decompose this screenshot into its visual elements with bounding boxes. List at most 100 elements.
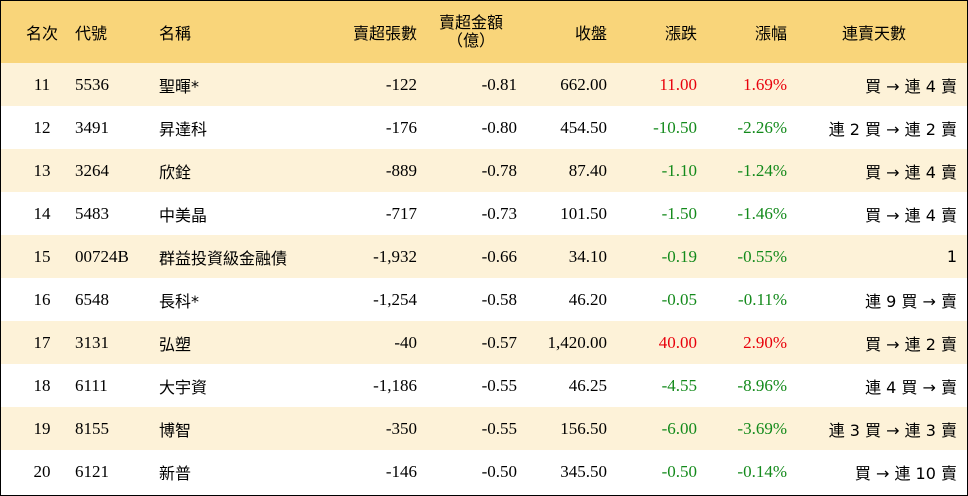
rank-cell: 18 [33, 375, 51, 395]
streak-cell: 買 → 連 4 賣 [865, 162, 957, 182]
change-pct-cell: -1.24% [737, 160, 787, 180]
change-cell: 40.00 [658, 332, 697, 352]
code-cell: 3131 [75, 332, 109, 352]
change-pct-cell: 1.69% [743, 74, 787, 94]
volume-cell: -1,186 [373, 375, 417, 395]
close-cell: 46.25 [568, 375, 607, 395]
name-cell: 長科* [159, 291, 200, 311]
change-cell: -0.50 [661, 461, 697, 481]
change-cell: -1.10 [661, 160, 697, 180]
rank-cell: 14 [33, 203, 51, 223]
rank-cell: 15 [33, 246, 51, 266]
table-row: 11 5536 聖暉* -122 -0.81 662.00 11.00 1.69% 買 → 連 … [1, 63, 967, 106]
table-row: 17 3131 弘塑 -40 -0.57 1,420.00 40.00 2.90% 買 → 連 … [1, 321, 967, 364]
change-pct-cell: 2.90% [743, 332, 787, 352]
volume-cell: -122 [385, 74, 417, 94]
header-change: 漲跌 [664, 24, 697, 43]
change-cell: -0.05 [661, 289, 697, 309]
table-row: 18 6111 大宇資 -1,186 -0.55 46.25 -4.55 -8.96% 連 4 … [1, 364, 967, 407]
close-cell: 87.40 [568, 160, 607, 180]
volume-cell: -146 [385, 461, 417, 481]
table-row: 19 8155 博智 -350 -0.55 156.50 -6.00 -3.69% 連 3 買 … [1, 407, 967, 450]
amount-cell: -0.66 [481, 246, 517, 266]
header-net-sell-volume: 賣超張數 [352, 24, 417, 43]
volume-cell: -350 [385, 418, 417, 438]
streak-cell: 連 9 買 → 賣 [865, 291, 957, 311]
table-body: 11 5536 聖暉* -122 -0.81 662.00 11.00 1.69% 買 → 連 … [1, 63, 967, 493]
name-cell: 群益投資級金融債 [159, 248, 288, 268]
code-cell: 6111 [75, 375, 108, 395]
name-cell: 大宇資 [159, 377, 208, 397]
change-pct-cell: -3.69% [737, 418, 787, 438]
volume-cell: -717 [385, 203, 417, 223]
amount-cell: -0.55 [481, 375, 517, 395]
name-cell: 新普 [159, 463, 192, 483]
close-cell: 101.50 [560, 203, 607, 223]
name-cell: 昇達科 [159, 119, 208, 139]
close-cell: 454.50 [560, 117, 607, 137]
header-code: 代號 [75, 24, 108, 43]
header-close: 收盤 [574, 24, 607, 43]
header-net-sell-amount-unit: （億） [446, 31, 495, 50]
streak-cell: 連 4 買 → 賣 [865, 377, 957, 397]
rank-cell: 17 [33, 332, 51, 352]
table-header: 名次 代號 名稱 賣超張數 賣超金額 （億） 收盤 漲跌 漲幅 連賣天數 [1, 1, 967, 63]
volume-cell: -176 [385, 117, 417, 137]
amount-cell: -0.78 [481, 160, 517, 180]
streak-cell: 買 → 連 4 賣 [865, 76, 957, 96]
name-cell: 弘塑 [159, 334, 192, 354]
table-row: 15 00724B 群益投資級金融債 -1,932 -0.66 34.10 -0.19 -0.… [1, 235, 967, 278]
close-cell: 46.20 [568, 289, 607, 309]
table-row: 16 6548 長科* -1,254 -0.58 46.20 -0.05 -0.11% 連 9 … [1, 278, 967, 321]
change-pct-cell: -0.55% [737, 246, 787, 266]
name-cell: 博智 [159, 420, 192, 440]
streak-cell: 買 → 連 10 賣 [854, 463, 957, 483]
volume-cell: -40 [394, 332, 417, 352]
close-cell: 662.00 [560, 74, 607, 94]
amount-cell: -0.57 [481, 332, 517, 352]
rank-cell: 19 [33, 418, 51, 438]
volume-cell: -889 [385, 160, 417, 180]
table-row: 20 6121 新普 -146 -0.50 345.50 -0.50 -0.14% 買 → 連 … [1, 450, 967, 493]
streak-cell: 連 2 買 → 連 2 賣 [828, 119, 957, 139]
amount-cell: -0.73 [481, 203, 517, 223]
change-cell: -6.00 [661, 418, 697, 438]
code-cell: 8155 [75, 418, 109, 438]
rank-cell: 20 [33, 461, 51, 481]
amount-cell: -0.58 [481, 289, 517, 309]
change-pct-cell: -0.14% [737, 461, 787, 481]
streak-cell: 買 → 連 4 賣 [865, 205, 957, 225]
change-cell: 11.00 [659, 74, 697, 94]
code-cell: 3264 [75, 160, 109, 180]
change-cell: -0.19 [661, 246, 697, 266]
close-cell: 156.50 [560, 418, 607, 438]
change-pct-cell: -8.96% [737, 375, 787, 395]
rank-cell: 12 [33, 117, 51, 137]
change-pct-cell: -1.46% [737, 203, 787, 223]
code-cell: 5536 [75, 74, 109, 94]
amount-cell: -0.80 [481, 117, 517, 137]
name-cell: 聖暉* [159, 76, 200, 96]
change-cell: -4.55 [661, 375, 697, 395]
change-cell: -1.50 [661, 203, 697, 223]
change-cell: -10.50 [653, 117, 697, 137]
amount-cell: -0.81 [481, 74, 517, 94]
table-row: 13 3264 欣銓 -889 -0.78 87.40 -1.10 -1.24% 買 → 連 4… [1, 149, 967, 192]
header-change-pct: 漲幅 [754, 24, 787, 43]
change-pct-cell: -0.11% [738, 289, 787, 309]
code-cell: 6548 [75, 289, 109, 309]
table-row: 14 5483 中美晶 -717 -0.73 101.50 -1.50 -1.46% 買 → 連… [1, 192, 967, 235]
header-rank: 名次 [25, 24, 58, 43]
table-row: 12 3491 昇達科 -176 -0.80 454.50 -10.50 -2.26% 連 2 … [1, 106, 967, 149]
code-cell: 6121 [75, 461, 109, 481]
close-cell: 345.50 [560, 461, 607, 481]
streak-cell: 連 3 買 → 連 3 賣 [828, 420, 957, 440]
change-pct-cell: -2.26% [737, 117, 787, 137]
code-cell: 5483 [75, 203, 109, 223]
streak-cell: 買 → 連 2 賣 [865, 334, 957, 354]
amount-cell: -0.55 [481, 418, 517, 438]
streak-cell: 1 [946, 247, 957, 266]
header-net-sell-amount: 賣超金額 （億） [421, 1, 521, 63]
header-net-sell-amount-label: 賣超金額 [438, 13, 503, 32]
